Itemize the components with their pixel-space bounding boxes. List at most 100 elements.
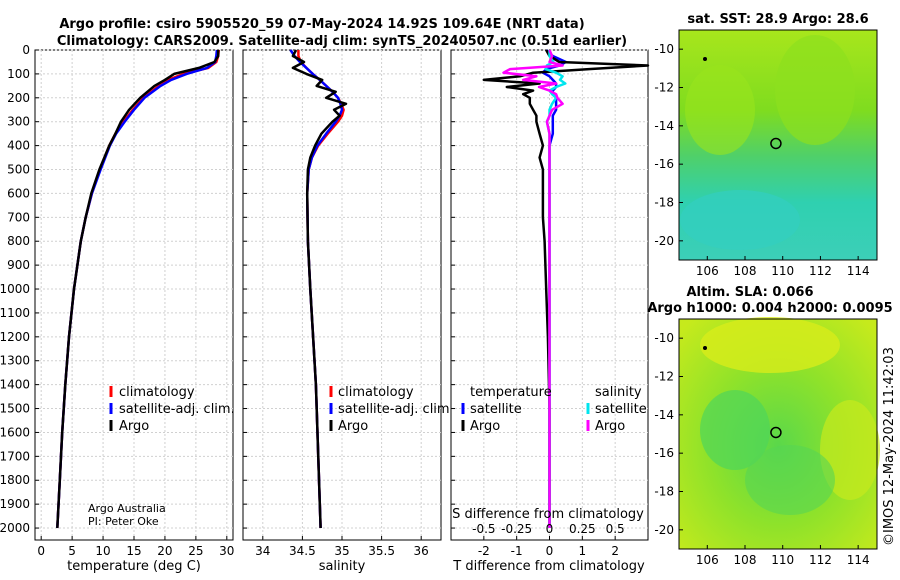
y-tick-label: 1500 — [0, 402, 30, 416]
sla-map-ticks: 106 108 110 112 114 -10 -12 -14 -16 -18 -20 — [654, 331, 869, 567]
map-y-tick-label: -16 — [654, 157, 674, 171]
difference-ticks: -2 -1 0 1 2 — [451, 49, 619, 558]
salinity-legend: climatology satellite-adj. clim. Argo — [329, 385, 454, 434]
figure-title-line1: Argo profile: csiro 5905520_59 07-May-20… — [59, 17, 584, 32]
y-tick-label: 1800 — [0, 473, 30, 487]
y-tick-label: 900 — [7, 258, 30, 272]
series-line-salinity-argo — [502, 49, 564, 528]
timestamp: ©IMOS 12-May-2024 11:42:03 — [882, 347, 897, 546]
s-difference-ticks: -0.5 -0.25 0 0.25 0.5 — [472, 522, 625, 536]
map-y-tick-label: -12 — [654, 81, 674, 95]
x-tick-label: -1 — [511, 544, 523, 558]
legend-argo-label: Argo — [338, 419, 368, 434]
island-marker — [703, 346, 707, 350]
map-x-tick-label: 108 — [734, 264, 757, 278]
sla-high-patch — [700, 317, 840, 373]
legend-s-argo-label: Argo — [595, 419, 625, 434]
y-tick-label: 1200 — [0, 330, 30, 344]
map-y-tick-label: -20 — [654, 523, 674, 537]
y-tick-label: 1300 — [0, 354, 30, 368]
x-tick-label: 10 — [95, 544, 110, 558]
s-tick-label: 0.25 — [569, 522, 596, 536]
sst-map-panel: sat. SST: 28.9 Argo: 28.6 106 108 110 112 11… — [654, 12, 878, 278]
figure-title-line2: Climatology: CARS2009. Satellite-adj cli… — [57, 34, 627, 49]
legend-s-satellite-label: satellite — [595, 402, 647, 417]
salinity-grid — [243, 49, 441, 540]
temperature-ticks: 0100200300400500600700800900100011001200… — [0, 43, 234, 558]
sla-high-patch — [820, 400, 880, 500]
s-tick-label: -0.25 — [501, 522, 532, 536]
sst-warm-patch — [775, 35, 855, 145]
s-tick-label: 0 — [546, 522, 554, 536]
series-line-argo — [56, 50, 220, 529]
legend-t-satellite-label: satellite — [470, 402, 522, 417]
y-tick-label: 1100 — [0, 306, 30, 320]
y-tick-label: 1600 — [0, 425, 30, 439]
series-line-argo — [291, 49, 348, 529]
map-x-tick-label: 112 — [809, 553, 832, 567]
y-tick-label: 700 — [7, 210, 30, 224]
y-tick-label: 1700 — [0, 449, 30, 463]
credit-line2: PI: Peter Oke — [88, 515, 159, 528]
s-tick-label: -0.5 — [472, 522, 495, 536]
x-tick-label: 20 — [157, 544, 172, 558]
salinity-xlabel: salinity — [319, 559, 366, 574]
map-x-tick-label: 106 — [696, 264, 719, 278]
legend-climatology-label: climatology — [338, 385, 414, 400]
map-x-tick-label: 110 — [771, 553, 794, 567]
legend-satellite-label: satellite-adj. clim. — [338, 402, 454, 417]
sst-map-ticks: 106 108 110 112 114 -10 -12 -14 -16 -18 -20 — [654, 42, 869, 278]
map-y-tick-label: -14 — [654, 408, 674, 422]
sst-map-title: sat. SST: 28.9 Argo: 28.6 — [687, 12, 868, 27]
map-y-tick-label: -10 — [654, 331, 674, 345]
legend-argo-label: Argo — [119, 419, 149, 434]
map-y-tick-label: -20 — [654, 234, 674, 248]
x-tick-label: 15 — [126, 544, 141, 558]
s-difference-xlabel: S difference from climatology — [452, 507, 644, 522]
y-tick-label: 200 — [7, 91, 30, 105]
t-difference-xlabel: T difference from climatology — [452, 559, 645, 574]
temperature-legend: climatology satellite-adj. clim. Argo — [109, 385, 235, 434]
sla-map-panel: Altim. SLA: 0.066 Argo h1000: 0.004 h200… — [647, 285, 892, 567]
y-tick-label: 600 — [7, 186, 30, 200]
salinity-panel: 34 34.5 35 35.5 36 salinity climatology sate… — [242, 49, 454, 574]
difference-lines — [482, 49, 650, 528]
x-tick-label: 34 — [255, 544, 270, 558]
x-tick-label: 1 — [579, 544, 587, 558]
salinity-lines — [289, 49, 348, 529]
temperature-xlabel: temperature (deg C) — [67, 559, 201, 574]
map-y-tick-label: -12 — [654, 370, 674, 384]
argo-position-marker — [770, 137, 782, 150]
map-x-tick-label: 112 — [809, 264, 832, 278]
x-tick-label: 30 — [219, 544, 234, 558]
y-tick-label: 1000 — [0, 282, 30, 296]
sla-map-title-line2: Argo h1000: 0.004 h2000: 0.0095 — [647, 301, 892, 316]
map-y-tick-label: -18 — [654, 485, 674, 499]
x-tick-label: 2 — [611, 544, 619, 558]
x-tick-label: 36 — [414, 544, 429, 558]
map-y-tick-label: -16 — [654, 446, 674, 460]
sla-map-frame — [678, 318, 878, 550]
sla-map-title-line1: Altim. SLA: 0.066 — [687, 285, 814, 300]
x-tick-label: 35.5 — [368, 544, 395, 558]
temperature-lines — [56, 49, 221, 529]
map-y-tick-label: -14 — [654, 119, 674, 133]
y-tick-label: 400 — [7, 139, 30, 153]
sla-low-patch — [745, 445, 835, 515]
legend-salinity-header: salinity — [595, 385, 642, 400]
y-tick-label: 800 — [7, 234, 30, 248]
x-tick-label: 0 — [546, 544, 554, 558]
sst-map-frame — [678, 29, 878, 261]
map-y-tick-label: -10 — [654, 42, 674, 56]
salinity-ticks: 34 34.5 35 35.5 36 — [243, 49, 429, 558]
island-marker — [703, 57, 707, 61]
s-tick-label: 0.5 — [606, 522, 625, 536]
legend-satellite-label: satellite-adj. clim. — [119, 402, 235, 417]
sst-warm-patch — [685, 65, 755, 155]
map-x-tick-label: 114 — [847, 553, 870, 567]
map-y-tick-label: -18 — [654, 196, 674, 210]
map-x-tick-label: 106 — [696, 553, 719, 567]
difference-legend: temperature salinity satellite Argo sate… — [461, 385, 647, 434]
temperature-panel: 0100200300400500600700800900100011001200… — [0, 43, 235, 574]
